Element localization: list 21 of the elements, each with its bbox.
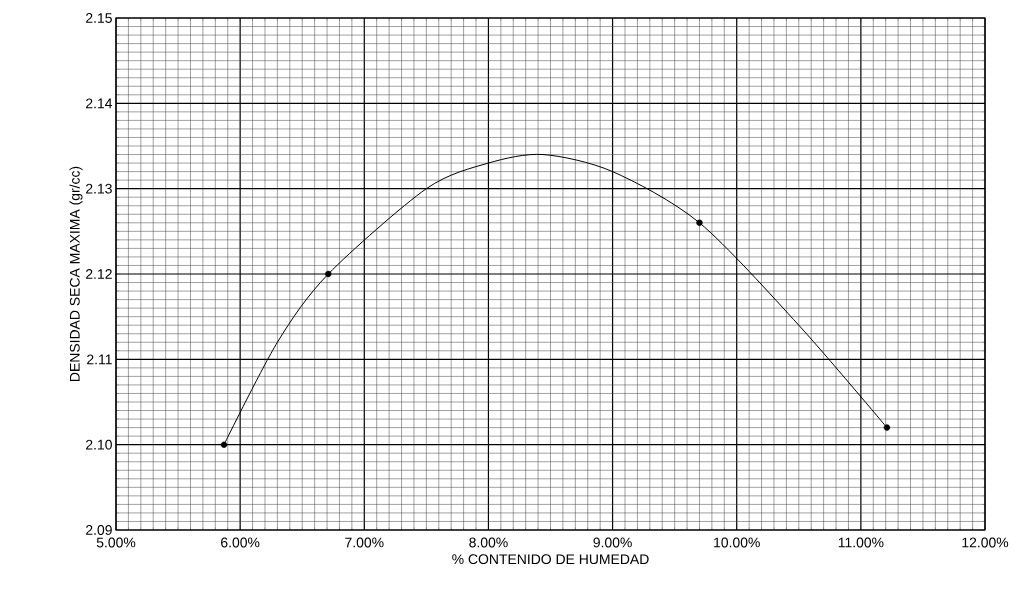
point [220, 441, 228, 448]
x-tick-label: 8.00% [469, 537, 508, 548]
y-tick-label: 2.09 [86, 525, 112, 535]
y-tick-label: 2.13 [86, 183, 112, 194]
x-tick-label: 7.00% [345, 537, 384, 548]
y-axis-title: DENSIDAD SECA MAXIMA (gr/cc) [69, 166, 83, 381]
y-tick-label: 2.12 [86, 269, 112, 279]
y-tick-label: 2.10 [86, 439, 112, 450]
x-tick-label: 10.00% [714, 537, 760, 548]
x-tick-label: 5.00% [96, 537, 136, 548]
y-tick-label: 2.15 [86, 13, 112, 23]
x-axis-title: % CONTENIDO DE HUMEDAD [452, 554, 649, 565]
y-tick-label: 2.11 [87, 354, 112, 365]
point [883, 424, 891, 431]
x-tick-label: 11.00% [838, 537, 884, 548]
x-tick-label: 9.00% [593, 537, 632, 548]
point [696, 219, 703, 226]
point [325, 270, 332, 278]
x-tick-label: 12.00% [962, 537, 1009, 548]
y-tick-label: 2.14 [86, 98, 113, 109]
x-tick-label: 6.00% [221, 537, 260, 548]
